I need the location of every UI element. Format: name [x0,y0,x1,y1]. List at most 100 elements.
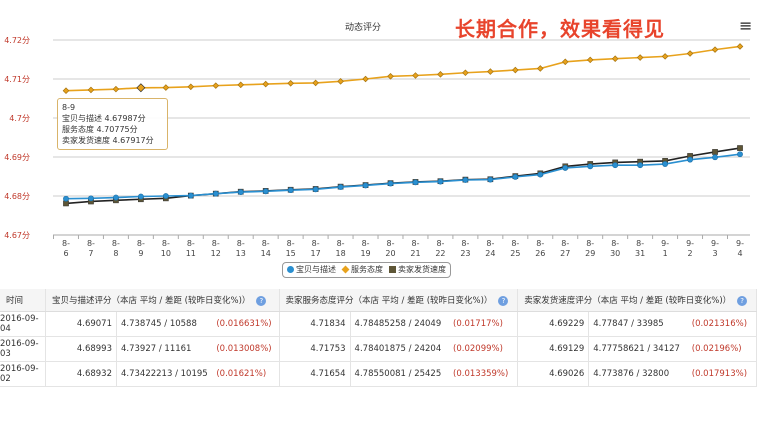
legend-item-shipping[interactable]: 卖家发货速度 [389,263,446,277]
cell-score: 4.69026 [517,361,590,387]
x-tick-label: 8- [62,239,70,248]
data-point [512,173,519,180]
x-tick-label: 10 [161,249,171,258]
hamburger-menu-icon[interactable]: ≡ [739,16,753,35]
data-point [712,149,718,155]
data-point [136,83,146,93]
data-point [512,66,519,74]
x-tick-label: 24 [485,249,495,258]
cell-change: (0.013008%) [216,336,280,362]
y-tick-label: 4.69分 [4,153,30,162]
header-description: 宝贝与描述评分（本店 平均 / 差距 (较昨日变化%)）? [45,289,280,312]
data-point [612,162,619,169]
data-point [312,186,319,193]
y-tick-label: 4.71分 [4,75,30,84]
data-point [661,53,669,60]
data-point [462,69,469,77]
tooltip-date: 8-9 [62,103,76,112]
data-point [487,176,494,183]
data-point [87,86,95,94]
x-tick-label: 8- [611,239,619,248]
table-row: 2016-09-04 4.69071 4.738745 / 10588 (0.0166… [0,311,757,337]
data-point [113,194,119,201]
data-point [662,161,669,167]
cell-score: 4.69129 [517,336,590,362]
table-row: 2016-09-03 4.68993 4.73927 / 11161 (0.01300… [0,336,757,362]
x-tick-label: 9- [661,239,669,248]
x-tick-label: 9 [138,249,143,258]
rating-table: 时间 宝贝与描述评分（本店 平均 / 差距 (较昨日变化%)）? 卖家服务态度评… [0,289,757,387]
data-point [312,79,319,87]
chart-tooltip: 8-9 宝贝与描述 4.67987分 服务态度 4.70775分 卖家发货速度 … [57,98,168,150]
line-chart: 4.67分4.68分4.69分4.7分4.71分4.72分8-68-78-88-… [4,36,750,258]
data-point [686,50,694,57]
x-tick-label: 8- [387,239,395,248]
legend-item-description[interactable]: 宝贝与描述 [287,263,336,277]
data-point [737,151,743,158]
data-point [412,179,419,186]
header-service: 卖家服务态度评分（本店 平均 / 差距 (较昨日变化%)）? [279,289,519,312]
data-point [712,154,718,161]
header-time: 时间 [0,289,46,312]
cell-change: (0.02099%) [453,336,519,362]
data-point [611,55,619,63]
tooltip-line: 卖家发货速度 4.67917分 [62,136,154,145]
table-row: 2016-09-02 4.68932 4.73422213 / 10195 (0.01… [0,361,757,387]
x-tick-label: 8- [262,239,270,248]
cell-change: (0.017913%) [691,361,757,387]
diamond-marker-icon [341,265,350,274]
data-point [362,182,369,189]
data-point [212,82,220,89]
cell-change: (0.021316%) [691,311,757,337]
cell-date: 2016-09-02 [0,361,46,387]
x-tick-label: 8- [237,239,245,248]
series-line [65,45,741,92]
data-point [62,87,70,94]
x-tick-label: 23 [460,249,470,258]
x-tick-label: 8- [212,239,220,248]
circle-marker-icon [287,266,294,273]
data-point [187,192,194,199]
data-point [587,163,594,170]
data-point [337,78,344,85]
header-shipping: 卖家发货速度评分（本店 平均 / 差距 (较昨日变化%)）? [517,289,757,312]
x-tick-label: 20 [385,249,395,258]
cell-avg-gap: 4.738745 / 10588 [116,311,217,337]
cell-avg-gap: 4.73927 / 11161 [116,336,217,362]
x-tick-label: 8- [636,239,644,248]
legend-item-service[interactable]: 服务态度 [341,263,383,277]
cell-change: (0.01717%) [453,311,519,337]
x-tick-label: 8- [561,239,569,248]
x-tick-label: 12 [211,249,221,258]
cell-date: 2016-09-03 [0,336,46,362]
cell-score: 4.71654 [279,361,351,387]
x-tick-label: 27 [560,249,570,258]
cell-score: 4.71834 [279,311,351,337]
data-point [262,80,269,88]
cell-change: (0.01621%) [216,361,280,387]
x-tick-label: 11 [186,249,196,258]
x-tick-label: 7 [88,249,93,258]
data-point [63,195,69,202]
x-tick-label: 8- [461,239,469,248]
data-point [412,72,419,79]
x-tick-label: 9- [711,239,719,248]
data-point [212,190,219,197]
x-tick-label: 8- [312,239,320,248]
y-tick-label: 4.7分 [9,114,30,123]
cell-change: (0.016631%) [216,311,280,337]
help-icon[interactable]: ? [737,296,748,306]
data-point [586,56,594,64]
data-point [711,46,719,53]
x-tick-label: 30 [610,249,620,258]
help-icon[interactable]: ? [256,296,267,306]
data-point [337,184,344,190]
cell-score: 4.71753 [279,336,351,362]
data-point [237,81,245,89]
x-tick-label: 8- [411,239,419,248]
help-icon[interactable]: ? [498,296,509,306]
x-tick-label: 21 [410,249,420,258]
y-tick-label: 4.72分 [4,36,30,45]
data-point [387,72,394,80]
x-tick-label: 2 [688,249,693,258]
